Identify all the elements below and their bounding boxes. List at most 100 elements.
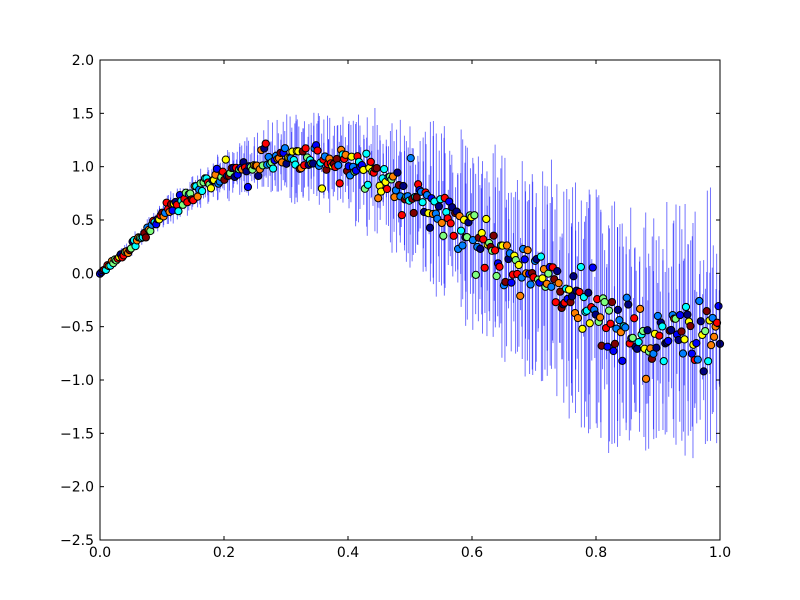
data-point xyxy=(206,184,216,193)
data-point xyxy=(709,332,719,341)
data-point xyxy=(622,293,631,302)
data-point xyxy=(699,367,708,376)
data-point xyxy=(520,255,529,264)
data-point xyxy=(610,339,620,348)
y-tick-label: −1.0 xyxy=(60,373,94,389)
data-point xyxy=(372,164,381,173)
data-point xyxy=(576,262,586,272)
data-point xyxy=(174,207,183,216)
data-point xyxy=(382,184,392,194)
data-point xyxy=(695,296,704,306)
data-point xyxy=(334,161,343,170)
data-point xyxy=(476,244,485,253)
x-tick-label: 0.6 xyxy=(461,545,483,561)
y-tick-label: 1.5 xyxy=(72,106,94,122)
data-point xyxy=(714,302,723,311)
data-point xyxy=(412,193,421,202)
data-point xyxy=(607,297,617,307)
data-point xyxy=(437,218,446,228)
data-point xyxy=(655,331,664,340)
data-point xyxy=(502,241,512,250)
data-point xyxy=(514,260,523,270)
data-point xyxy=(630,314,639,323)
data-point xyxy=(317,184,327,193)
data-point xyxy=(564,285,574,294)
data-point xyxy=(604,306,614,315)
data-point xyxy=(613,305,622,314)
data-point xyxy=(374,194,383,203)
data-point xyxy=(254,171,263,181)
data-point xyxy=(482,214,491,224)
data-point xyxy=(633,344,642,353)
data-point xyxy=(335,179,344,188)
data-point xyxy=(301,144,310,153)
data-point xyxy=(681,302,691,312)
data-point xyxy=(418,198,427,207)
y-tick-label: 2.0 xyxy=(72,53,94,69)
x-tick-label: 1.0 xyxy=(709,545,731,561)
data-point xyxy=(406,154,415,163)
data-point xyxy=(198,186,207,196)
data-point xyxy=(547,282,556,291)
data-point xyxy=(471,270,480,279)
y-tick-label: −1.5 xyxy=(60,426,94,442)
data-point xyxy=(439,231,448,240)
y-tick-label: 1.0 xyxy=(72,160,94,176)
data-point xyxy=(683,310,692,319)
data-point xyxy=(553,267,562,276)
data-point xyxy=(584,288,593,297)
data-point xyxy=(686,321,695,331)
data-point xyxy=(507,278,516,287)
data-point xyxy=(652,343,661,352)
x-tick-label: 0.8 xyxy=(585,545,607,561)
data-point xyxy=(678,349,688,358)
data-point xyxy=(280,144,290,153)
data-point xyxy=(434,202,443,211)
data-point xyxy=(393,168,402,177)
error-bars xyxy=(100,108,720,459)
data-point xyxy=(425,223,435,232)
data-point xyxy=(479,235,488,244)
data-point xyxy=(659,357,668,366)
data-point xyxy=(536,252,546,261)
data-point xyxy=(313,146,322,155)
data-point xyxy=(677,327,686,336)
data-point xyxy=(693,355,702,364)
data-point xyxy=(628,333,637,343)
data-point xyxy=(551,298,560,307)
y-axis: 2.0 1.5 1.0 0.5 0.0 −0.5 −1.0 −1.5 −2.0 −2.5 xyxy=(60,53,720,549)
data-point xyxy=(675,310,685,320)
data-point xyxy=(702,307,711,316)
data-point xyxy=(554,279,563,288)
x-tick-label: 0.2 xyxy=(213,545,235,561)
y-tick-label: 0.0 xyxy=(72,266,94,282)
data-point xyxy=(526,280,535,289)
data-point xyxy=(643,326,652,335)
data-point xyxy=(634,337,643,347)
axes-frame xyxy=(99,59,721,541)
data-point xyxy=(516,291,525,301)
data-point xyxy=(495,262,504,271)
data-point xyxy=(141,233,150,242)
data-point xyxy=(624,300,633,309)
x-tick-label: 0.0 xyxy=(89,545,111,561)
data-point xyxy=(618,356,627,365)
data-point xyxy=(606,319,615,328)
data-point xyxy=(544,269,553,278)
x-axis: 0.0 0.2 0.4 0.6 0.8 1.0 xyxy=(89,60,731,561)
data-point xyxy=(538,274,547,283)
data-point xyxy=(585,319,594,328)
data-point xyxy=(635,304,645,313)
data-point xyxy=(701,326,710,336)
data-point xyxy=(707,341,716,350)
data-point xyxy=(692,339,701,348)
data-point xyxy=(596,313,605,322)
y-tick-label: −0.5 xyxy=(60,320,94,336)
data-point xyxy=(446,219,455,228)
data-point xyxy=(567,292,577,301)
data-points xyxy=(95,139,725,383)
data-point xyxy=(658,322,667,331)
y-tick-label: −2.0 xyxy=(60,480,94,496)
data-point xyxy=(458,241,467,250)
